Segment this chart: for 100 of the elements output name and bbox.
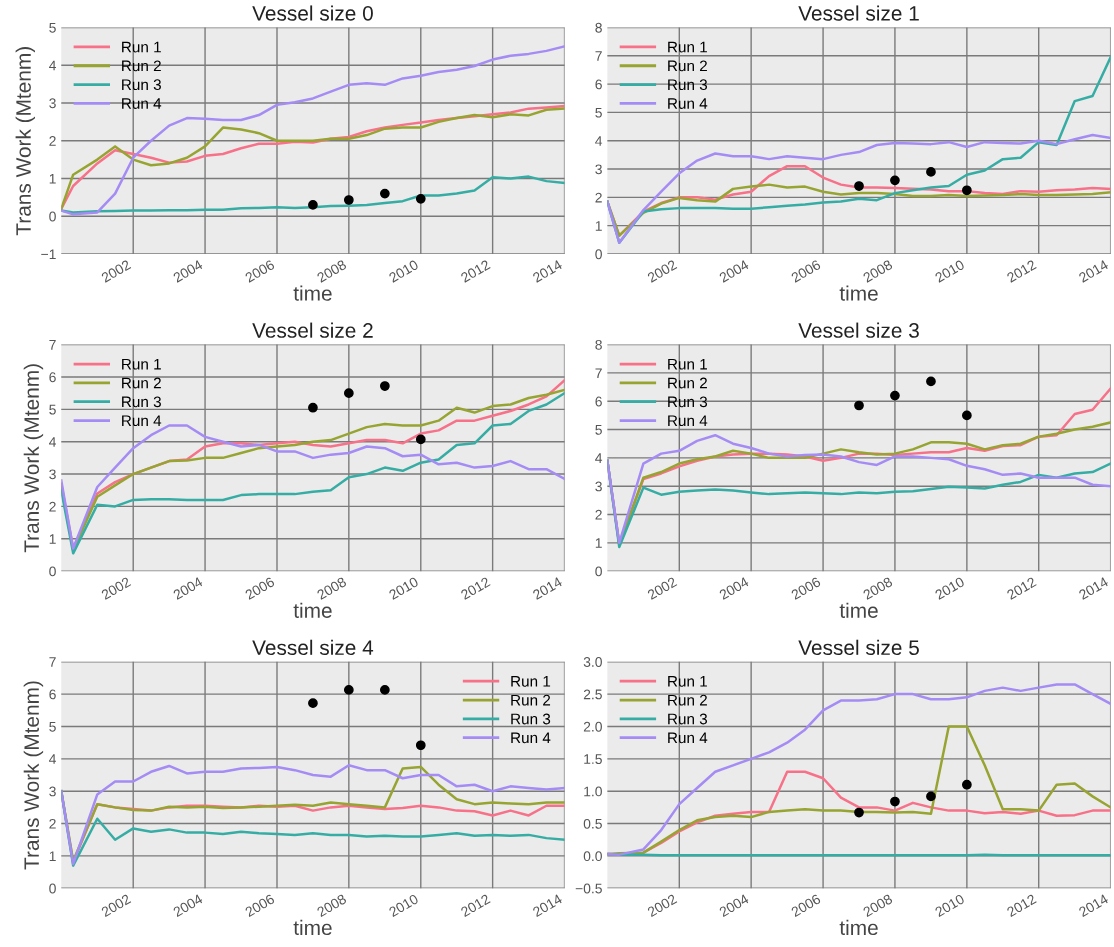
legend-label: Run 1: [122, 358, 161, 370]
legend-label: Run 2: [668, 377, 707, 389]
x-tick-label: 2014: [532, 893, 563, 918]
y-tick-label: 6: [595, 396, 602, 407]
y-tick-label: 1: [49, 534, 56, 544]
y-tick-label: 3: [49, 469, 56, 480]
y-tick-label: −1: [41, 249, 56, 260]
legend-label: Run 2: [668, 694, 707, 706]
y-tick-label: 0: [595, 566, 602, 577]
x-tick-label: 2012: [1006, 893, 1037, 918]
legend-label: Run 1: [511, 676, 551, 687]
chart-title: Vessel size 3: [798, 322, 919, 338]
x-tick-label: 2010: [388, 259, 419, 283]
y-tick-label: 5: [595, 425, 602, 435]
x-tick-label: 2012: [1006, 259, 1037, 283]
x-axis-title: time: [293, 285, 332, 301]
y-tick-label: 6: [49, 372, 56, 383]
y-tick-label: 2: [595, 509, 602, 520]
x-tick-label: 2012: [460, 576, 491, 600]
x-tick-label: 2010: [934, 576, 966, 600]
legend-label: Run 4: [122, 98, 162, 109]
y-tick-label: 0: [595, 249, 602, 260]
x-tick-label: 2004: [718, 259, 750, 283]
x-tick-label: 2014: [1078, 576, 1109, 600]
y-tick-label: 5: [49, 404, 56, 415]
x-tick-label: 2006: [790, 576, 822, 600]
legend-label: Run 1: [668, 676, 707, 687]
y-tick-label: 5: [595, 107, 602, 118]
y-tick-label: 1: [595, 221, 602, 231]
y-tick-label: 5: [49, 721, 56, 732]
y-tick-label: 3: [49, 786, 56, 797]
x-tick-label: 2006: [790, 259, 822, 283]
x-tick-label: 2012: [460, 893, 491, 918]
x-tick-label: 2004: [718, 576, 750, 600]
x-tick-label: 2004: [172, 576, 204, 600]
x-axis-title: time: [839, 919, 878, 936]
x-tick-label: 2008: [862, 259, 894, 283]
x-tick-label: 2014: [1078, 259, 1109, 283]
x-tick-label: 2008: [862, 576, 894, 600]
legend-label: Run 4: [668, 732, 708, 744]
y-tick-label: 3: [595, 481, 602, 492]
y-tick-label: 2.0: [583, 721, 602, 732]
y-tick-label: 2.5: [583, 689, 602, 700]
y-tick-label: 7: [49, 657, 56, 667]
x-axis-title: time: [293, 602, 332, 618]
x-tick-label: 2004: [172, 259, 204, 283]
x-tick-label: 2010: [934, 259, 966, 283]
x-tick-label: 2008: [862, 893, 894, 918]
y-tick-label: 0.0: [583, 851, 602, 862]
chart-title: Vessel size 1: [798, 5, 919, 21]
legend-label: Run 3: [511, 713, 551, 725]
y-tick-label: 7: [595, 51, 602, 61]
legend-label: Run 3: [122, 79, 161, 91]
x-tick-label: 2002: [100, 576, 132, 600]
y-tick-label: 2: [49, 136, 56, 146]
x-axis-title: time: [839, 285, 878, 301]
y-tick-label: 2: [595, 192, 602, 203]
x-tick-label: 2002: [646, 259, 678, 283]
chart-title: Vessel size 0: [252, 5, 373, 21]
y-tick-label: 8: [595, 339, 602, 350]
chart-title: Vessel size 2: [252, 322, 373, 338]
x-tick-label: 2010: [934, 893, 966, 918]
x-tick-label: 2006: [244, 259, 276, 283]
x-tick-label: 2008: [316, 576, 347, 600]
chart-title: Vessel size 5: [798, 639, 919, 656]
y-tick-label: 0.5: [583, 818, 602, 829]
legend-label: Run 4: [668, 98, 708, 109]
x-tick-label: 2002: [646, 576, 678, 600]
x-axis-title: time: [839, 602, 878, 618]
y-tick-label: 0: [49, 883, 56, 894]
x-tick-label: 2002: [100, 259, 132, 283]
y-tick-label: 1: [595, 538, 602, 548]
x-tick-label: 2002: [100, 893, 132, 918]
y-tick-label: 3.0: [583, 657, 602, 667]
y-tick-label: 4: [49, 60, 56, 71]
legend-label: Run 2: [511, 694, 551, 706]
legend-label: Run 2: [122, 377, 161, 389]
x-tick-label: 2008: [316, 259, 347, 283]
y-tick-label: 0: [49, 211, 56, 222]
x-tick-label: 2006: [244, 576, 276, 600]
legend-label: Run 4: [668, 415, 708, 427]
y-tick-label: 1: [49, 173, 56, 184]
y-tick-label: 7: [49, 340, 56, 350]
x-tick-label: 2006: [790, 893, 822, 918]
legend-label: Run 4: [122, 415, 162, 427]
x-tick-label: 2012: [1006, 576, 1037, 600]
y-tick-label: 2: [49, 818, 56, 829]
legend-label: Run 2: [668, 60, 707, 72]
x-tick-label: 2014: [532, 259, 563, 283]
legend-label: Run 2: [122, 60, 161, 72]
x-tick-label: 2004: [172, 893, 204, 918]
legend-label: Run 3: [668, 79, 708, 91]
y-tick-label: 4: [49, 754, 56, 764]
legend-label: Run 1: [668, 358, 707, 370]
y-tick-label: 4: [595, 453, 603, 463]
y-tick-label: 4: [595, 136, 603, 146]
legend-label: Run 3: [122, 396, 161, 408]
y-tick-label: 6: [595, 79, 602, 90]
y-tick-label: 5: [49, 22, 56, 33]
y-axis-title: Trans Work (Mtenm): [23, 681, 44, 870]
